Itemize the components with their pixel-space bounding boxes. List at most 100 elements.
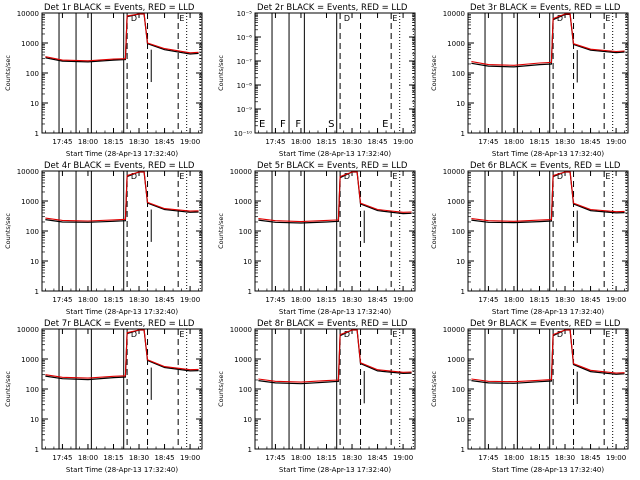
events-series-line [258,329,412,385]
chart-panel-1: Det 1r BLACK = Events, RED = LLD Counts/s… [4,3,203,158]
lld-series-line [258,329,412,383]
y-tick-label: 100 [452,70,465,78]
x-tick-label: 18:45 [154,138,174,146]
events-series-line [471,329,625,384]
top-marker: D [557,172,563,181]
x-axis-label: Start Time (28-Apr-13 17:32:40) [66,308,178,316]
x-tick-label: 18:45 [580,296,600,304]
y-axis-label: Counts/sec [430,213,438,249]
y-tick-label: 100 [239,228,252,236]
y-axis-label: Counts/sec [430,371,438,407]
top-marker: E [392,330,397,339]
top-marker: D [344,172,350,181]
events-series-line [258,171,412,224]
top-marker: E [179,172,184,181]
y-tick-label: 100 [26,70,39,78]
y-tick-label: 10000 [17,168,39,176]
top-marker: E [392,14,397,23]
y-tick-label: 1 [35,446,39,454]
y-tick-label: 10000 [443,168,465,176]
x-tick-label: 18:45 [367,454,387,462]
chart-title: Det 2r BLACK = Events, RED = LLD [257,3,408,13]
y-tick-label: 10000 [443,10,465,18]
x-tick-label: 18:45 [580,454,600,462]
top-marker: D [344,14,350,23]
chart-panel-8: Det 8r BLACK = Events, RED = LLD Counts/s… [217,319,416,474]
segment-letter: F [280,119,286,130]
y-axis-label: Counts/sec [4,371,12,407]
x-tick-label: 18:45 [367,296,387,304]
x-axis-label: Start Time (28-Apr-13 17:32:40) [66,150,178,158]
chart-title: Det 8r BLACK = Events, RED = LLD [257,319,408,329]
y-tick-label: 1000 [21,198,39,206]
x-tick-label: 18:45 [580,138,600,146]
x-tick-label: 18:00 [291,296,311,304]
x-tick-label: 17:45 [52,296,72,304]
x-tick-label: 18:00 [78,454,98,462]
x-tick-label: 18:15 [529,138,549,146]
x-tick-label: 18:30 [555,454,575,462]
y-tick-label: 10 [456,416,465,424]
y-tick-label: 1000 [447,40,465,48]
x-tick-label: 19:00 [606,454,626,462]
y-tick-label: 1 [35,288,39,296]
x-tick-label: 18:00 [504,454,524,462]
x-tick-label: 18:30 [342,138,362,146]
lld-series-line [45,171,199,222]
x-tick-label: 17:45 [478,138,498,146]
y-tick-label: 100 [452,228,465,236]
chart-title: Det 9r BLACK = Events, RED = LLD [470,319,621,329]
top-marker: D [131,14,137,23]
x-tick-label: 18:30 [129,296,149,304]
top-marker: D [131,172,137,181]
chart-title: Det 5r BLACK = Events, RED = LLD [257,161,408,171]
x-tick-label: 18:30 [342,296,362,304]
y-tick-label: 10⁻⁷ [237,58,253,66]
events-series-line [471,13,625,68]
y-tick-label: 10000 [230,168,252,176]
top-marker: D [131,330,137,339]
x-tick-label: 18:15 [316,138,336,146]
y-tick-label: 100 [26,386,39,394]
y-axis-label: Counts/sec [4,213,12,249]
chart-panel-5: Det 5r BLACK = Events, RED = LLD Counts/s… [217,161,416,316]
y-tick-label: 10000 [443,326,465,334]
top-marker: D [557,14,563,23]
y-tick-label: 10 [456,100,465,108]
y-tick-label: 10⁻¹⁰ [234,130,252,138]
y-axis-label: Counts/sec [430,55,438,91]
x-tick-label: 18:30 [129,138,149,146]
x-tick-label: 17:45 [265,296,285,304]
y-tick-label: 1 [248,446,252,454]
x-tick-label: 19:00 [393,138,413,146]
y-tick-label: 1 [461,446,465,454]
y-tick-label: 10000 [17,326,39,334]
x-axis-label: Start Time (28-Apr-13 17:32:40) [492,308,604,316]
x-tick-label: 18:15 [529,296,549,304]
y-tick-label: 1 [461,130,465,138]
x-tick-label: 17:45 [52,138,72,146]
x-tick-label: 17:45 [478,454,498,462]
y-tick-label: 100 [26,228,39,236]
x-tick-label: 18:00 [291,454,311,462]
x-tick-label: 17:45 [265,138,285,146]
events-series-line [45,329,199,381]
y-tick-label: 10⁻⁵ [237,10,253,18]
lld-series-line [471,329,625,383]
y-tick-label: 1000 [21,356,39,364]
events-series-line [471,171,625,224]
x-tick-label: 17:45 [52,454,72,462]
events-series-line [45,171,199,223]
x-axis-label: Start Time (28-Apr-13 17:32:40) [279,308,391,316]
y-axis-label: Counts/sec [217,371,225,407]
top-marker: E [605,330,610,339]
chart-panel-4: Det 4r BLACK = Events, RED = LLD Counts/s… [4,161,203,316]
x-tick-label: 18:00 [78,138,98,146]
top-marker: D [557,330,563,339]
y-tick-label: 10 [30,258,39,266]
x-axis-label: Start Time (28-Apr-13 17:32:40) [279,466,391,474]
x-tick-label: 18:45 [367,138,387,146]
segment-letter: F [295,119,301,130]
x-tick-label: 19:00 [180,454,200,462]
y-tick-label: 100 [452,386,465,394]
